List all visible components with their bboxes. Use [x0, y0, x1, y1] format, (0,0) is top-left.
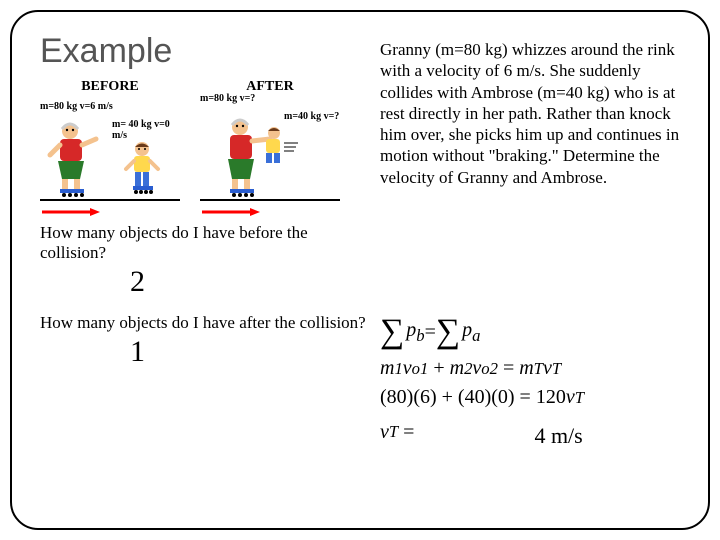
before-label: BEFORE [40, 79, 180, 95]
answer-2: 1 [130, 335, 370, 369]
question-1: How many objects do I have before the co… [40, 223, 370, 263]
question-2: How many objects do I have after the col… [40, 313, 370, 333]
left-column: BEFORE m=80 kg v=6 m/s m= 40 kg v=0 m/s [40, 79, 370, 369]
eq-line-2: m1vo1 + m2vo2 = mTvT [380, 357, 700, 380]
eq-line-3: (80)(6) + (40)(0) = 120vT [380, 386, 700, 409]
kid-before-label: m= 40 kg v=0 m/s [112, 119, 180, 141]
problem-text: Granny (m=80 kg) whizzes around the rink… [380, 39, 690, 188]
answer-1: 2 [130, 265, 370, 299]
granny-before-icon [46, 121, 106, 197]
final-answer: 4 m/s [534, 423, 582, 449]
granny-before-label: m=80 kg v=6 m/s [40, 101, 113, 112]
eq-line-1: ∑ pb = ∑ pa [380, 313, 700, 351]
before-diagram: BEFORE m=80 kg v=6 m/s m= 40 kg v=0 m/s [40, 79, 180, 217]
equations: ∑ pb = ∑ pa m1vo1 + m2vo2 = mTvT (80)(6)… [380, 307, 700, 455]
combined-after-icon [216, 115, 304, 197]
after-arrow-icon [200, 207, 260, 217]
before-arrow-icon [40, 207, 100, 217]
granny-after-label: m=80 kg v=? [200, 93, 255, 104]
eq-line-4: vT = 4 m/s [380, 415, 700, 449]
kid-before-icon [122, 141, 166, 197]
after-diagram: AFTER m=80 kg v=? m=40 kg v=? [200, 79, 340, 217]
